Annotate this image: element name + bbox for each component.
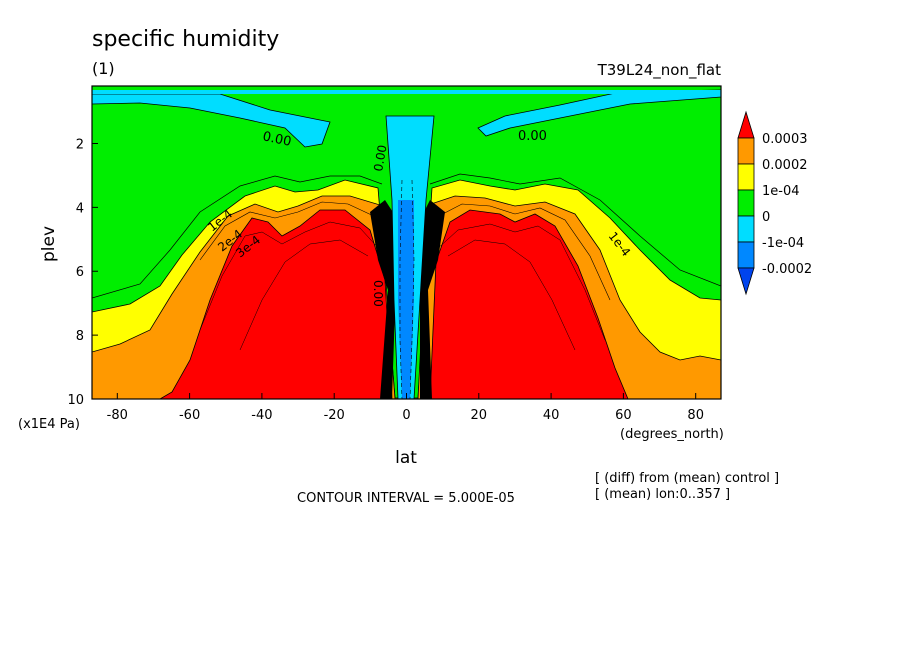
region-negative-core — [398, 200, 414, 399]
note-diff: [ (diff) from (mean) control ] — [595, 471, 779, 486]
x-tick-label: -20 — [324, 408, 345, 423]
colorbar-label: 1e-04 — [762, 184, 800, 199]
contour-line-negative — [399, 179, 403, 399]
y-axis: 2 4 6 8 10 — [67, 137, 98, 408]
contour-label: 0.00 — [261, 129, 292, 150]
x-axis-title: lat — [395, 448, 417, 468]
contour-label: 0.00 — [371, 144, 389, 173]
contour-line-negative — [409, 179, 415, 399]
region-negative-top-left — [92, 93, 331, 148]
x-tick-label: 80 — [687, 408, 704, 423]
contour-line — [429, 173, 721, 287]
contour-interval: CONTOUR INTERVAL = 5.000E-05 — [297, 491, 515, 506]
colorbar-label: -0.0002 — [762, 262, 812, 277]
colorbar-swatch — [737, 110, 755, 139]
note-mean: [ (mean) lon:0..357 ] — [595, 487, 730, 502]
chart-subtitle: (1) — [92, 59, 115, 78]
chart-title: specific humidity — [92, 27, 279, 52]
y-tick-label: 6 — [76, 265, 84, 280]
x-axis: -80 -60 -40 -20 0 20 40 60 80 — [107, 393, 704, 423]
y-axis-unit: (x1E4 Pa) — [18, 417, 80, 432]
x-tick-label: 60 — [615, 408, 632, 423]
y-axis-title: plev — [39, 226, 59, 262]
colorbar-swatch — [737, 215, 755, 243]
contour-field — [92, 86, 721, 399]
colorbar-label: 0 — [762, 210, 770, 225]
contour-line — [199, 201, 379, 261]
colorbar-label: -1e-04 — [762, 236, 804, 251]
contour-line — [199, 221, 381, 331]
colorbar: 0.0003 0.0002 1e-04 0 -1e-04 -0.0002 — [737, 110, 812, 296]
contour-line — [447, 239, 576, 351]
y-tick-label: 8 — [76, 329, 84, 344]
colorbar-swatch — [737, 189, 755, 217]
contour-line — [92, 175, 383, 299]
x-tick-label: 20 — [471, 408, 488, 423]
x-axis-unit: (degrees_north) — [620, 427, 724, 442]
contour-line — [435, 223, 606, 341]
y-tick-label: 2 — [76, 137, 84, 152]
x-tick-label: -40 — [251, 408, 272, 423]
colorbar-label: 0.0003 — [762, 132, 808, 147]
region-negative-top-strip — [92, 90, 721, 94]
colorbar-swatch — [737, 137, 755, 165]
region-red-right — [429, 209, 629, 399]
x-tick-label: 40 — [543, 408, 560, 423]
contour-label: 0.00 — [518, 129, 547, 144]
region-dense-contours — [370, 200, 398, 399]
colorbar-swatch — [737, 163, 755, 191]
contour-line — [239, 239, 369, 351]
colorbar-label: 0.0002 — [762, 158, 808, 173]
x-tick-label: -60 — [179, 408, 200, 423]
region-negative-top-right — [477, 89, 721, 137]
contour-label: 0.00 — [371, 280, 385, 307]
contour-line — [434, 203, 611, 301]
colorbar-swatch — [737, 241, 755, 269]
y-tick-label: 4 — [76, 201, 84, 216]
x-tick-label: -80 — [107, 408, 128, 423]
y-tick-label: 10 — [67, 393, 84, 408]
colorbar-swatch — [737, 267, 755, 296]
run-label: T39L24_non_flat — [597, 61, 722, 80]
region-dense-contours-right — [420, 200, 445, 399]
x-tick-label: 0 — [402, 408, 410, 423]
